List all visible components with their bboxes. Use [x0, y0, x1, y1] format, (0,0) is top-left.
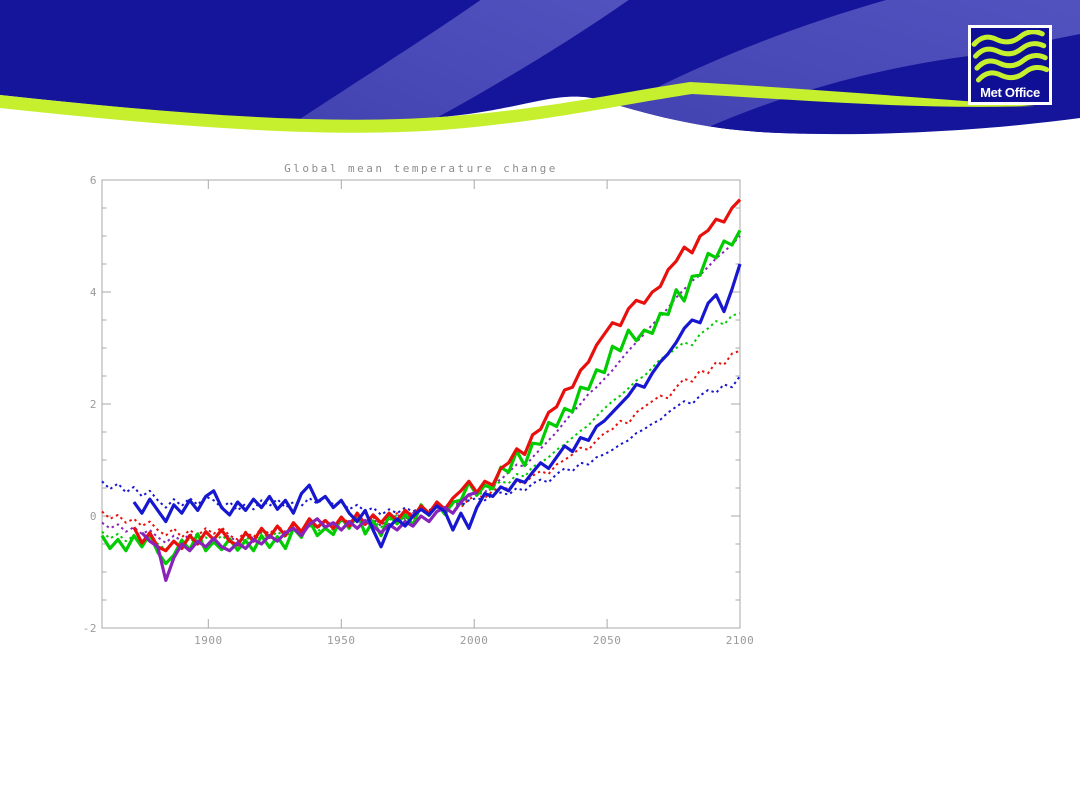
met-office-logo: Met Office	[968, 25, 1052, 105]
axis-frame	[101, 179, 741, 629]
series-solid-blue	[132, 263, 742, 549]
temperature-chart: Global mean temperature change 1900 1950 20…	[82, 158, 762, 653]
logo-waves-icon	[971, 30, 1049, 83]
banner-wave-left	[250, 0, 640, 135]
series-dashed-purple	[101, 235, 741, 544]
y-tick-label: 6	[90, 174, 97, 187]
axis-ticks	[102, 179, 741, 629]
series-dashed-blue	[101, 375, 741, 516]
logo-text: Met Office	[980, 85, 1040, 100]
series-group	[100, 198, 742, 582]
chart-title: Global mean temperature change	[284, 162, 558, 175]
series-dashed-green	[101, 312, 741, 551]
x-tick-label: 2100	[726, 634, 755, 647]
banner-lime-stripe	[0, 82, 1035, 133]
header-banner	[0, 0, 1080, 135]
x-tick-label: 2050	[593, 634, 622, 647]
series-solid-red	[132, 198, 742, 553]
series-solid-green	[100, 229, 742, 566]
y-tick-label: -2	[83, 622, 97, 635]
y-tick-label: 4	[90, 286, 97, 299]
x-tick-label: 2000	[460, 634, 489, 647]
banner-wave-right	[540, 0, 1080, 135]
y-tick-label: 0	[90, 510, 97, 523]
y-tick-label: 2	[90, 398, 97, 411]
series-solid-purple	[140, 490, 478, 582]
x-tick-label: 1900	[194, 634, 223, 647]
x-tick-label: 1950	[327, 634, 356, 647]
